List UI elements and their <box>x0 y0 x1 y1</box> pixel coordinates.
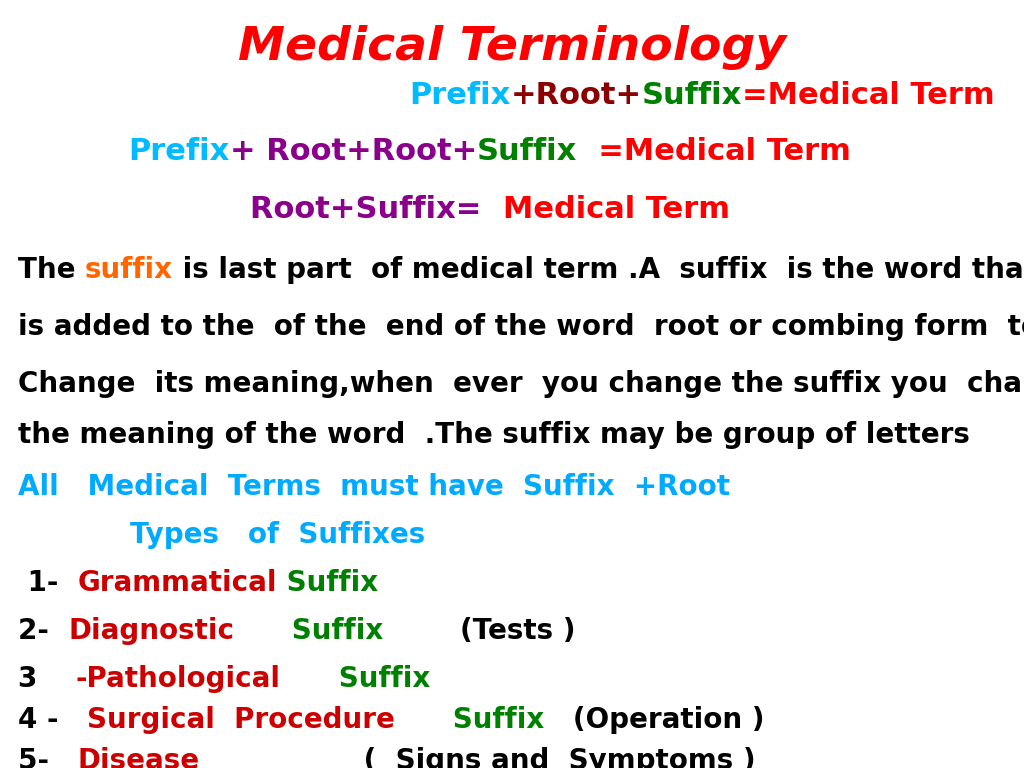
Text: Suffix: Suffix <box>477 137 578 167</box>
Text: Suffix: Suffix <box>234 617 383 645</box>
Text: 2-: 2- <box>18 617 69 645</box>
Text: Types   of  Suffixes: Types of Suffixes <box>130 521 425 549</box>
Text: Medical Term: Medical Term <box>503 194 730 223</box>
Text: 3: 3 <box>18 665 76 693</box>
Text: The: The <box>18 256 85 284</box>
Text: Prefix: Prefix <box>410 81 511 110</box>
Text: +Root+: +Root+ <box>511 81 642 110</box>
Text: =Medical Term: =Medical Term <box>742 81 995 110</box>
Text: Diagnostic: Diagnostic <box>69 617 234 645</box>
Text: Change  its meaning,when  ever  you change the suffix you  change: Change its meaning,when ever you change … <box>18 370 1024 398</box>
Text: 4 -: 4 - <box>18 706 87 734</box>
Text: Suffix: Suffix <box>278 569 378 597</box>
Text: Disease: Disease <box>78 747 200 768</box>
Text: Prefix: Prefix <box>129 137 230 167</box>
Text: (Operation ): (Operation ) <box>545 706 765 734</box>
Text: + Root+Root+: + Root+Root+ <box>230 137 477 167</box>
Text: =Medical Term: =Medical Term <box>578 137 851 167</box>
Text: is last part  of medical term .A  suffix  is the word that: is last part of medical term .A suffix i… <box>173 256 1024 284</box>
Text: is added to the  of the  end of the word  root or combing form  to: is added to the of the end of the word r… <box>18 313 1024 341</box>
Text: -Pathological: -Pathological <box>76 665 281 693</box>
Text: Surgical  Procedure: Surgical Procedure <box>87 706 395 734</box>
Text: Suffix: Suffix <box>395 706 545 734</box>
Text: Suffix: Suffix <box>281 665 430 693</box>
Text: Grammatical: Grammatical <box>78 569 278 597</box>
Text: (Tests ): (Tests ) <box>383 617 575 645</box>
Text: suffix: suffix <box>85 256 173 284</box>
Text: Medical Terminology: Medical Terminology <box>238 25 786 71</box>
Text: the meaning of the word  .The suffix may be group of letters: the meaning of the word .The suffix may … <box>18 421 970 449</box>
Text: 1-: 1- <box>18 569 78 597</box>
Text: Root+Suffix=: Root+Suffix= <box>250 194 503 223</box>
Text: (  Signs and  Symptoms ): ( Signs and Symptoms ) <box>200 747 756 768</box>
Text: 5-: 5- <box>18 747 78 768</box>
Text: Suffix: Suffix <box>642 81 742 110</box>
Text: All   Medical  Terms  must have  Suffix  +Root: All Medical Terms must have Suffix +Root <box>18 473 730 501</box>
